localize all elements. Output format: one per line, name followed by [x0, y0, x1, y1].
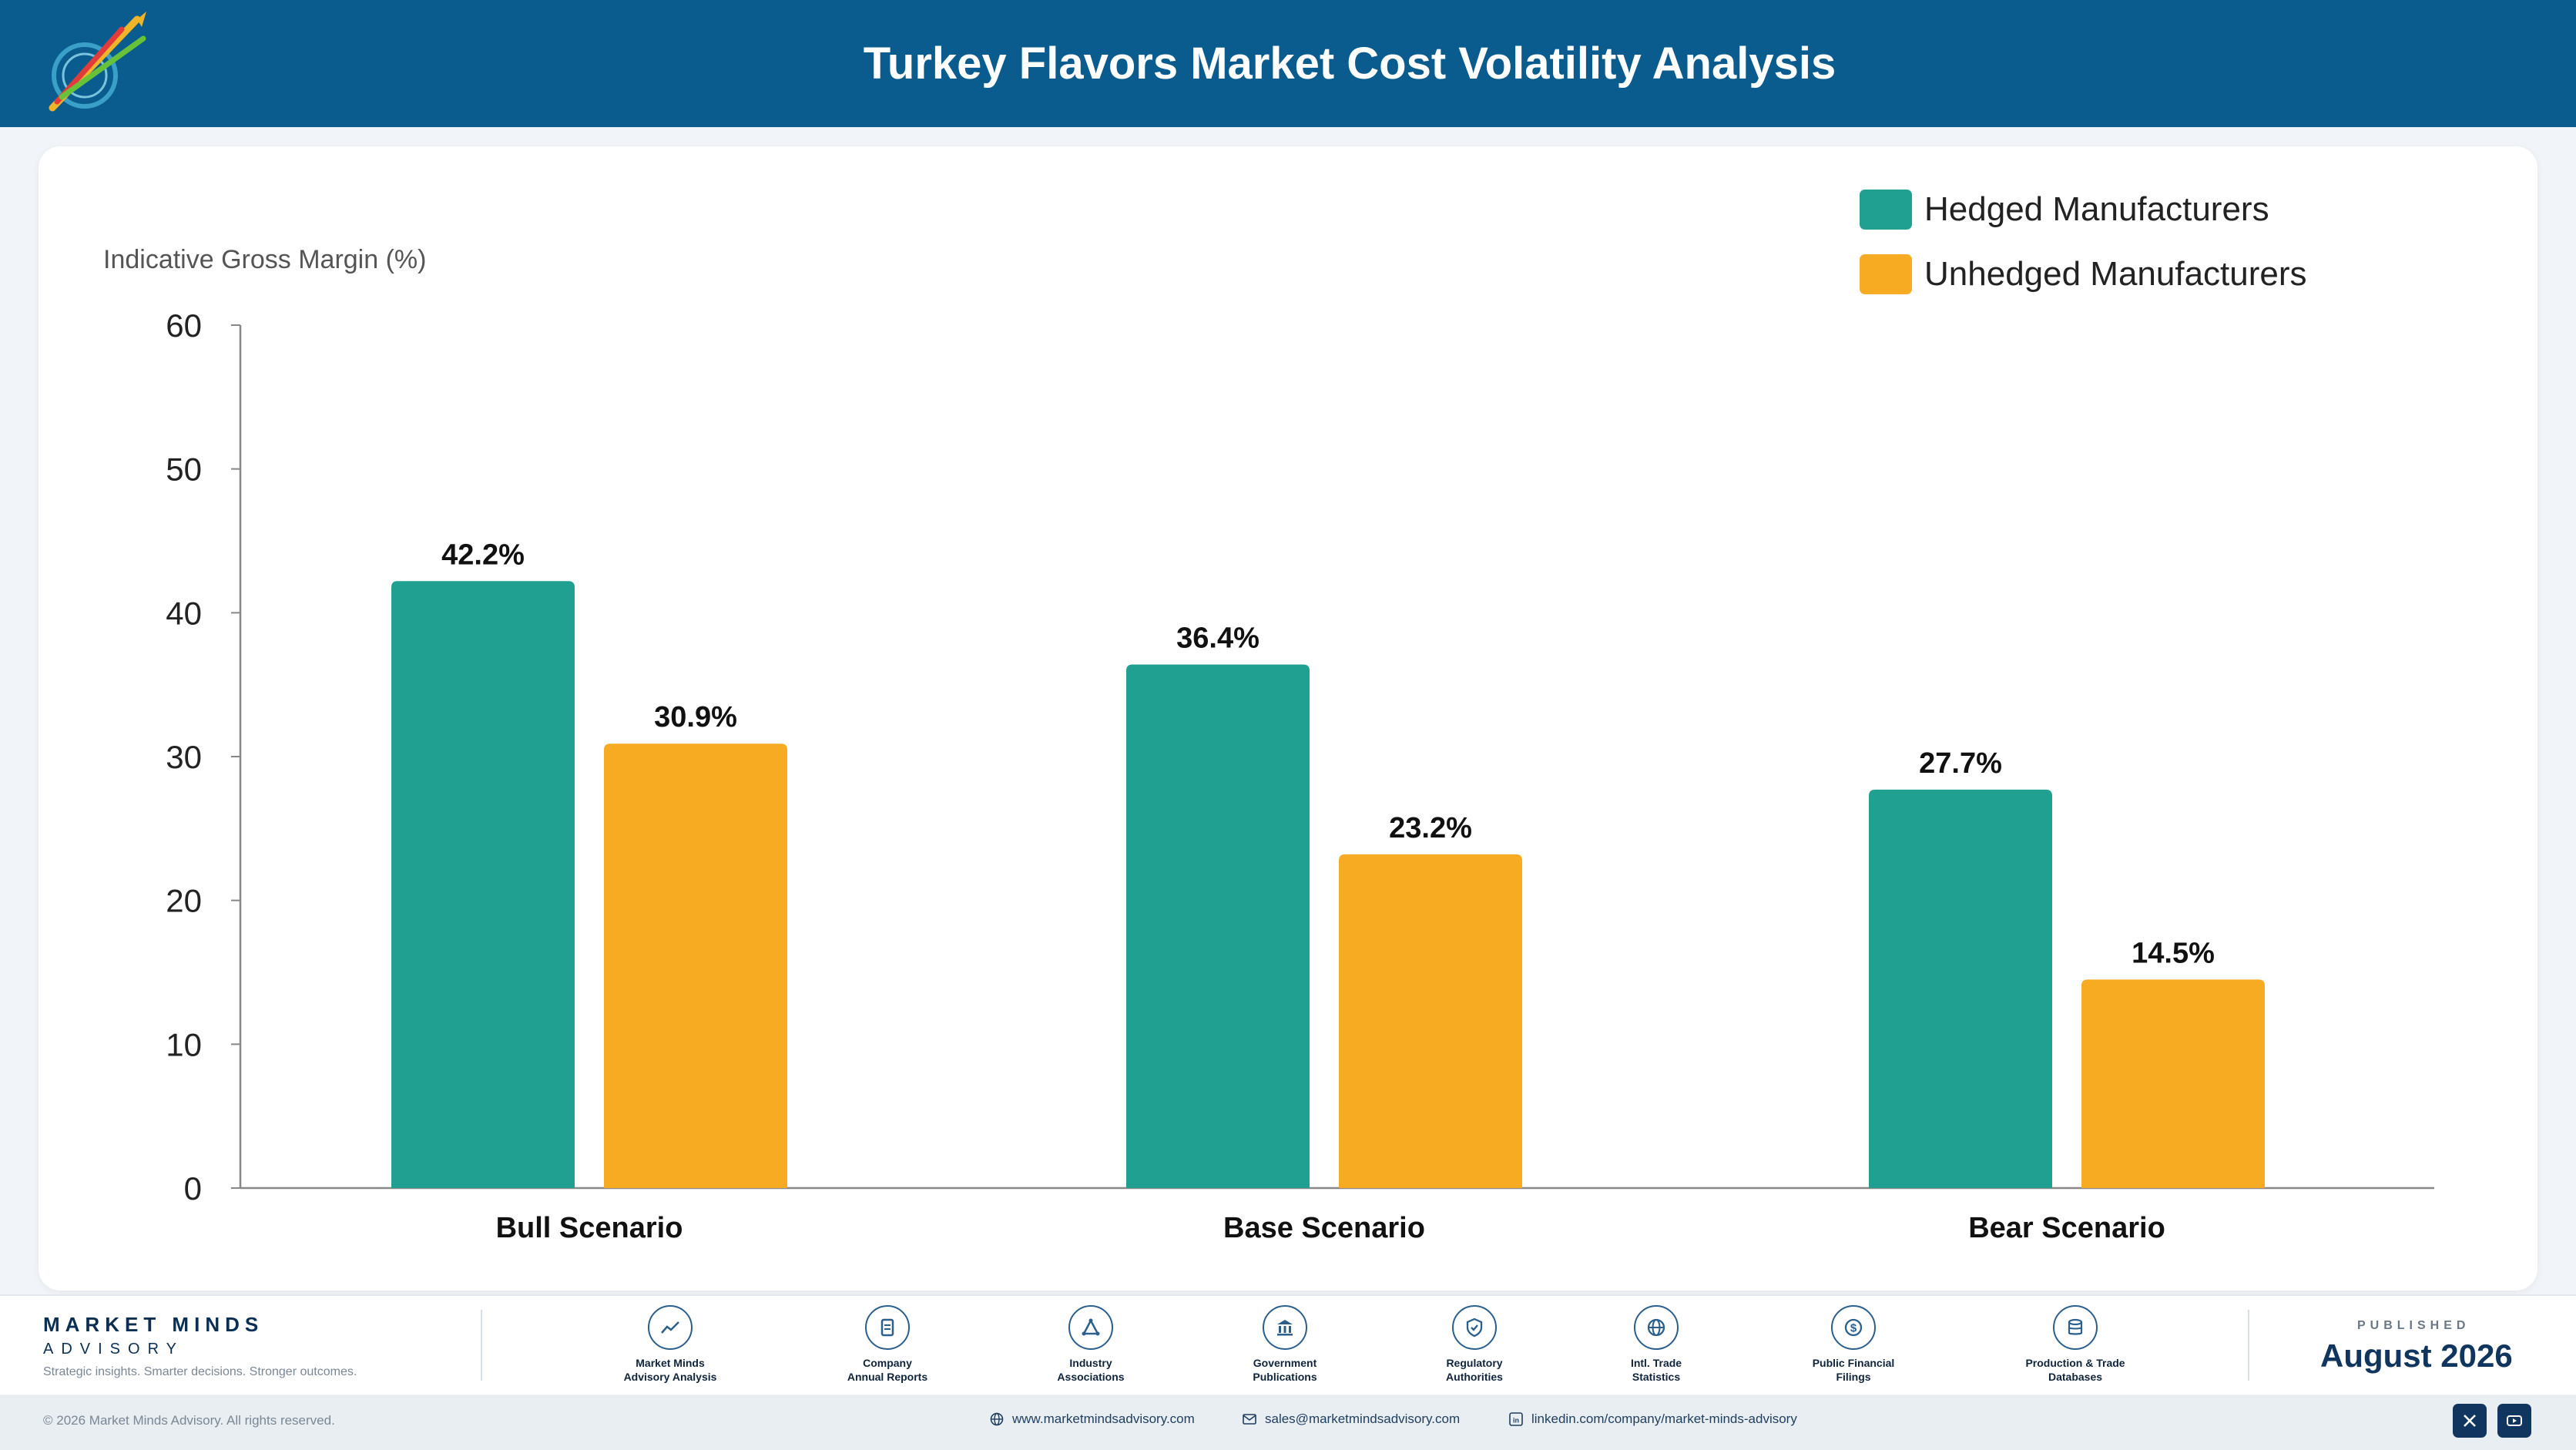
svg-text:$: $ — [1850, 1322, 1857, 1335]
envelope-icon — [1243, 1414, 1256, 1425]
brand-subtitle: ADVISORY — [43, 1341, 184, 1358]
data-label: 27.7% — [1919, 747, 2002, 780]
bar-chart: Indicative Gross Margin (%) 0 10 20 30 40 50 60… — [103, 190, 2434, 1244]
data-label: 23.2% — [1389, 812, 1472, 844]
youtube-icon — [2507, 1415, 2522, 1426]
data-label: 42.2% — [441, 539, 525, 571]
source-item: Regulatory Authorities — [1397, 1305, 1551, 1384]
legend-swatch — [1860, 190, 1912, 230]
y-tick-label: 30 — [166, 739, 202, 775]
email-link[interactable]: sales@marketmindsadvisory.com — [1242, 1411, 1460, 1427]
svg-text:in: in — [1513, 1417, 1519, 1425]
x-tick-label: Bull Scenario — [496, 1212, 683, 1244]
page-header: Turkey Flavors Market Cost Volatility An… — [0, 0, 2576, 127]
source-label: Market Minds Advisory Analysis — [623, 1357, 717, 1383]
unhedged-bar — [1339, 854, 1522, 1188]
source-item: $ Public Financial Filings — [1776, 1305, 1930, 1384]
brand-tagline: Strategic insights. Smarter decisions. S… — [43, 1365, 357, 1378]
copyright-text: © 2026 Market Minds Advisory. All rights… — [43, 1413, 335, 1428]
legend-label: Hedged Manufacturers — [1924, 190, 2269, 228]
source-item: Industry Associations — [1014, 1305, 1168, 1384]
brand-name: MARKET MINDS — [43, 1313, 264, 1336]
published-label: PUBLISHED — [2357, 1319, 2470, 1332]
source-item: Intl. Trade Statistics — [1579, 1305, 1733, 1384]
legend-swatch — [1860, 254, 1912, 294]
footer: MARKET MINDS ADVISORY Strategic insights… — [0, 1294, 2576, 1396]
y-tick-label: 10 — [166, 1026, 202, 1062]
y-axis-label: Indicative Gross Margin (%) — [103, 245, 426, 274]
unhedged-bar — [604, 743, 787, 1188]
divider — [2248, 1310, 2249, 1381]
source-label: Regulatory Authorities — [1446, 1357, 1503, 1383]
source-label: Industry Associations — [1057, 1357, 1125, 1383]
globe-icon — [1634, 1305, 1679, 1350]
y-tick-label: 0 — [184, 1170, 202, 1207]
source-label: Production & Trade Databases — [2025, 1357, 2125, 1383]
globe-icon — [990, 1412, 1004, 1426]
company-logo — [49, 12, 146, 112]
data-label: 36.4% — [1176, 623, 1259, 655]
source-label: Company Annual Reports — [847, 1357, 928, 1383]
linkedin-icon: in — [1509, 1412, 1523, 1426]
government-building-icon — [1263, 1305, 1307, 1350]
divider — [481, 1310, 482, 1381]
published-date: August 2026 — [2320, 1338, 2513, 1374]
hedged-bar — [391, 581, 575, 1188]
hedged-bar — [1869, 789, 2052, 1188]
document-icon — [865, 1305, 910, 1350]
data-label: 30.9% — [654, 701, 737, 733]
shield-check-icon — [1452, 1305, 1497, 1350]
source-label: Intl. Trade Statistics — [1630, 1357, 1682, 1383]
data-label: 14.5% — [2132, 937, 2215, 969]
trend-chart-icon — [648, 1305, 693, 1350]
y-tick-label: 50 — [166, 451, 202, 488]
x-tick-label: Base Scenario — [1223, 1212, 1425, 1244]
source-item: Market Minds Advisory Analysis — [593, 1305, 747, 1384]
youtube-button[interactable] — [2497, 1404, 2531, 1438]
y-tick-label: 60 — [166, 307, 202, 344]
chart-card: Indicative Gross Margin (%) 0 10 20 30 40 50 60… — [39, 146, 2537, 1291]
linkedin-link[interactable]: in linkedin.com/company/market-minds-adv… — [1508, 1411, 1797, 1427]
page-title: Turkey Flavors Market Cost Volatility An… — [863, 39, 1836, 89]
dollar-coin-icon: $ — [1831, 1305, 1876, 1350]
legend-label: Unhedged Manufacturers — [1924, 255, 2307, 293]
database-icon — [2053, 1305, 2098, 1350]
y-tick-label: 20 — [166, 883, 202, 919]
network-icon — [1068, 1305, 1113, 1350]
x-social-button[interactable] — [2453, 1404, 2487, 1438]
x-logo-icon — [2464, 1415, 2476, 1427]
hedged-bar — [1126, 664, 1310, 1188]
unhedged-bar — [2081, 979, 2265, 1188]
source-item: Government Publications — [1208, 1305, 1362, 1384]
source-label: Public Financial Filings — [1812, 1357, 1895, 1383]
y-tick-label: 40 — [166, 595, 202, 631]
source-label: Government Publications — [1253, 1357, 1317, 1383]
x-tick-label: Bear Scenario — [1968, 1212, 2165, 1244]
website-text: www.marketmindsadvisory.com — [1012, 1411, 1195, 1426]
linkedin-text: linkedin.com/company/market-minds-adviso… — [1531, 1411, 1797, 1426]
source-item: Production & Trade Databases — [1998, 1305, 2152, 1384]
source-item: Company Annual Reports — [810, 1305, 964, 1384]
bottom-bar: © 2026 Market Minds Advisory. All rights… — [0, 1395, 2576, 1450]
email-text: sales@marketmindsadvisory.com — [1265, 1411, 1461, 1426]
website-link[interactable]: www.marketmindsadvisory.com — [989, 1411, 1195, 1427]
